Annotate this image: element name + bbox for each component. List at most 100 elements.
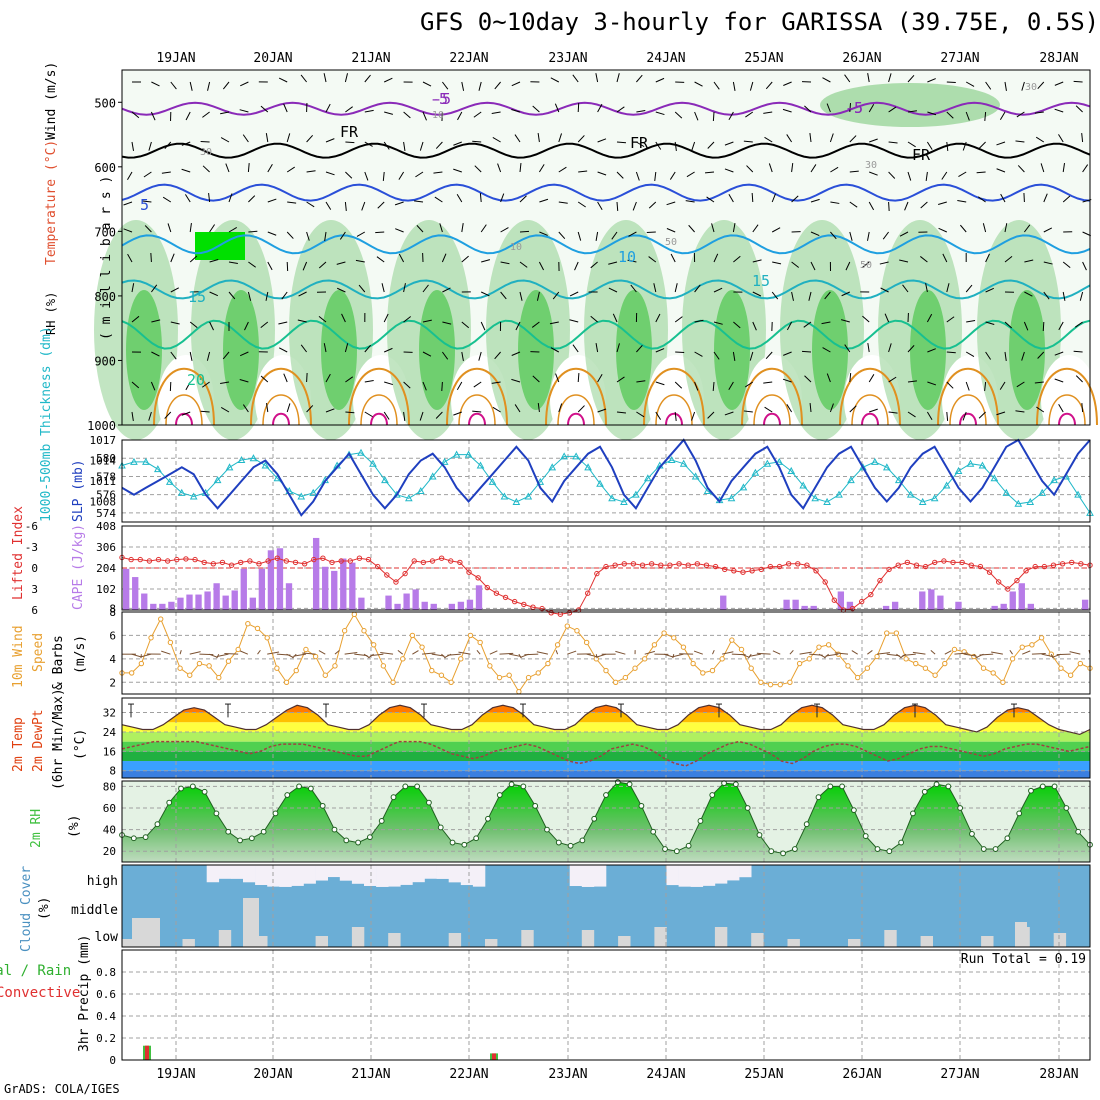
rh-blob-core — [518, 290, 554, 410]
wind-barb — [888, 201, 890, 212]
lifted-index-point — [137, 556, 143, 563]
wind-speed-point — [767, 681, 774, 688]
wind-barb — [743, 140, 753, 143]
contour-label: FR — [912, 146, 931, 164]
wind-barb — [189, 223, 192, 233]
wind-barb — [398, 171, 405, 180]
wind-barb — [439, 223, 443, 233]
wind-barb — [287, 201, 297, 204]
slp-tick-label: 1011 — [90, 475, 117, 488]
wind-speed-point — [283, 679, 290, 685]
wind-barb — [494, 351, 501, 360]
wind-barb — [260, 105, 269, 113]
surface-wind-barb — [370, 653, 384, 657]
cloud-high-clear — [291, 865, 304, 886]
cloud-low-block — [848, 939, 861, 947]
thickness-point — [261, 461, 270, 469]
thickness-point — [608, 494, 616, 502]
wind-barb — [830, 231, 837, 240]
wind-barb — [131, 381, 140, 389]
lifted-index-point — [338, 558, 344, 564]
thickness-point — [906, 490, 915, 498]
lifted-index-point — [247, 558, 253, 564]
wind-barb — [345, 376, 354, 383]
wind-barb — [965, 284, 973, 293]
thickness-point — [142, 457, 150, 465]
rh2m-point — [319, 802, 326, 809]
wind-speed-point — [274, 665, 280, 671]
lifted-index-point — [301, 561, 308, 567]
thickness-point — [1026, 497, 1035, 505]
wind-speed-point — [806, 656, 812, 662]
thickness-point — [739, 483, 748, 491]
wind-barb — [383, 141, 390, 150]
cape-bar — [919, 591, 926, 610]
wind-barb — [982, 223, 987, 233]
wind-speed-point — [748, 665, 754, 671]
wind-barb — [666, 201, 676, 206]
wind-barb — [809, 133, 812, 143]
wind-barb — [247, 291, 252, 301]
wind-barb — [907, 74, 915, 83]
thickness-point — [393, 490, 401, 498]
wind-speed-point — [390, 679, 396, 685]
date-label-bottom: 19JAN — [156, 1067, 195, 1082]
thickness-point — [154, 465, 162, 473]
wind-barb — [478, 351, 482, 361]
rh2m-point — [284, 792, 291, 798]
wind-barb — [888, 73, 892, 83]
thickness-point — [404, 494, 413, 502]
wind-barb — [248, 261, 257, 268]
warm-contour-inner — [557, 394, 595, 426]
surface-wind-barb — [509, 653, 521, 657]
contour-label: 50 — [665, 237, 677, 248]
cape-bar — [846, 601, 854, 610]
lifted-index-point — [886, 566, 892, 573]
wind-barb — [666, 228, 676, 233]
thickness-point — [225, 463, 234, 471]
thickness-point — [787, 466, 796, 474]
wind-barb — [383, 313, 389, 323]
rh2m-point — [673, 848, 680, 855]
wind-barb — [265, 291, 269, 301]
wind-barb — [456, 381, 463, 391]
lifted-index-axis-label: Lifted Index — [11, 506, 26, 600]
wind-barb — [248, 230, 258, 233]
precip-tick-label: 0.6 — [96, 988, 116, 1001]
cloud-low-block — [448, 933, 462, 947]
lifted-index-point — [904, 559, 911, 566]
rh2m-point — [709, 792, 716, 798]
temp-band — [122, 705, 1090, 713]
wind-barb — [791, 163, 794, 173]
rh2m-point — [343, 837, 350, 844]
wind-barb — [962, 141, 967, 151]
temp2m-frame — [121, 697, 1091, 779]
lifted-index-point — [694, 561, 701, 567]
wind-barb — [590, 315, 598, 323]
thickness-tick-label: 580 — [96, 452, 116, 465]
lifted-index-point — [1032, 563, 1038, 570]
wind-barb — [632, 201, 637, 211]
wind-barb — [286, 166, 295, 173]
wind-barb — [1043, 227, 1053, 233]
wind-speed-point — [138, 660, 145, 667]
wind-barb — [704, 171, 715, 174]
lifted-index-point — [712, 563, 719, 570]
wind-speed-point — [845, 663, 851, 669]
date-label-top: 27JAN — [940, 51, 979, 66]
cape-bar — [312, 537, 320, 610]
wind-barb — [655, 411, 662, 420]
surface-wind-barb — [979, 653, 994, 656]
wind-barb — [751, 192, 754, 203]
wind-barb — [786, 404, 793, 413]
lifted-index-point — [776, 563, 783, 570]
wind-barb — [822, 77, 831, 83]
thickness-tick-label: 576 — [96, 489, 116, 502]
wind-barb — [345, 171, 353, 179]
contour-label: 30 — [200, 147, 212, 158]
wind-barb — [1054, 351, 1064, 356]
surface-wind-barb — [644, 650, 655, 655]
rh2m-point — [791, 846, 798, 852]
wind-barb — [278, 347, 288, 353]
wind-barb — [907, 411, 916, 418]
